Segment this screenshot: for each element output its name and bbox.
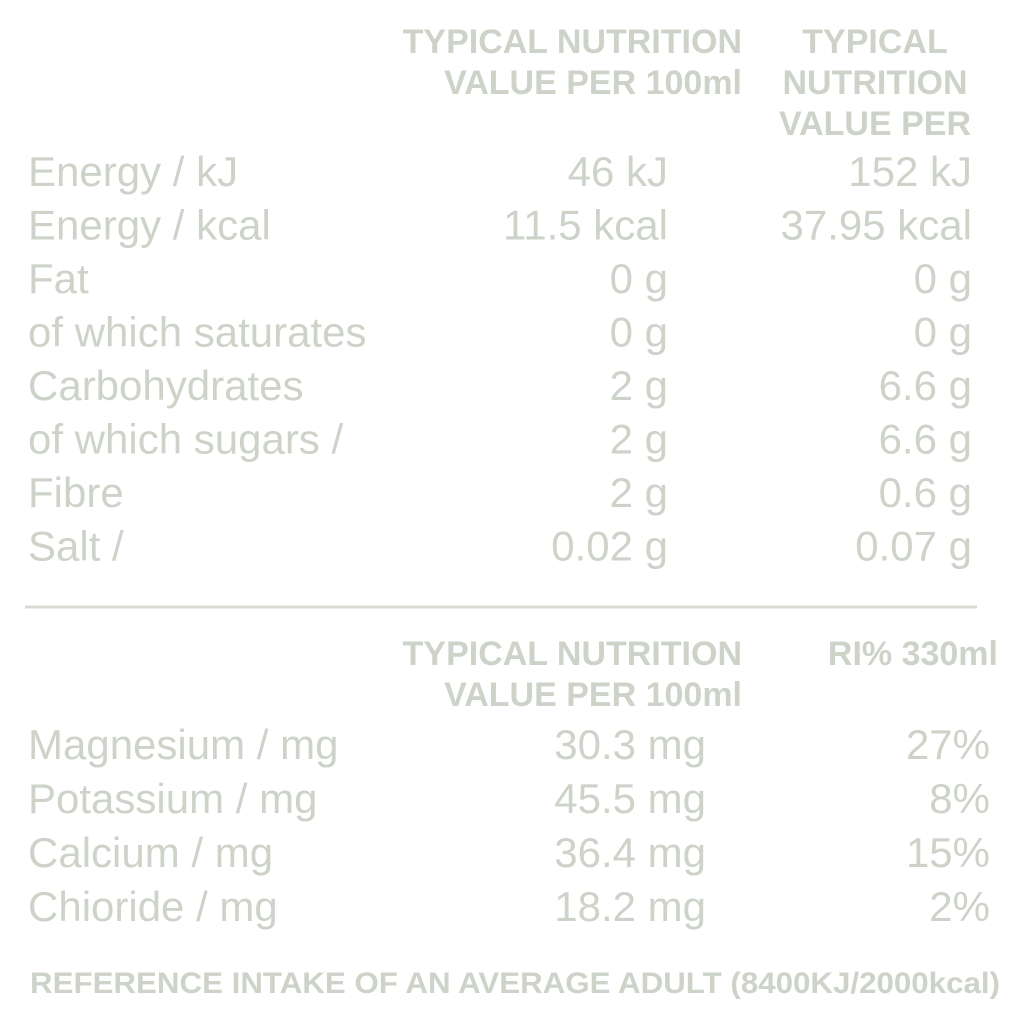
footer: REFERENCE INTAKE OF AN AVERAGE ADULT (84… xyxy=(30,967,1000,1000)
row-label: Carbohydrates xyxy=(28,362,303,409)
row-value: 15% xyxy=(906,829,990,876)
row-label: of which sugars / xyxy=(28,416,343,463)
row-value: 0.07 g xyxy=(855,523,972,570)
row-label: Energy / kJ xyxy=(28,148,238,195)
row-value: 46 kJ xyxy=(568,148,668,195)
column-header: NUTRITION xyxy=(782,64,967,102)
row-label: of which saturates xyxy=(28,309,367,356)
row-label: Calcium / mg xyxy=(28,829,273,876)
column-header: VALUE PER 100ml xyxy=(444,64,742,102)
column-header: TYPICAL NUTRITION xyxy=(403,23,742,61)
row-value: 6.6 g xyxy=(879,416,972,463)
column-header: RI% 330ml xyxy=(828,635,998,673)
column-header: TYPICAL NUTRITION xyxy=(403,635,742,673)
row-value: 27% xyxy=(906,721,990,768)
column-header: TYPICAL xyxy=(802,23,947,61)
row-value: 6.6 g xyxy=(879,362,972,409)
column-header: VALUE PER 100ml xyxy=(444,676,742,714)
row-value: 0 g xyxy=(914,255,972,302)
row-label: Magnesium / mg xyxy=(28,721,338,768)
row-value: 0 g xyxy=(914,309,972,356)
row-value: 152 kJ xyxy=(848,148,972,195)
row-value: 30.3 mg xyxy=(554,721,706,768)
row-label: Potassium / mg xyxy=(28,775,317,822)
row-value: 45.5 mg xyxy=(554,775,706,822)
row-value: 2 g xyxy=(610,362,668,409)
row-label: Chioride / mg xyxy=(28,883,278,930)
row-value: 2% xyxy=(929,883,990,930)
row-value: 2 g xyxy=(610,416,668,463)
row-value: 2 g xyxy=(610,469,668,516)
row-value: 0 g xyxy=(610,309,668,356)
row-label: Salt / xyxy=(28,523,124,570)
row-value: 8% xyxy=(929,775,990,822)
row-value: 11.5 kcal xyxy=(503,202,668,249)
row-value: 18.2 mg xyxy=(554,883,706,930)
row-label: Fibre xyxy=(28,469,124,516)
row-value: 0.02 g xyxy=(551,523,668,570)
row-value: 37.95 kcal xyxy=(781,202,972,249)
row-value: 36.4 mg xyxy=(554,829,706,876)
row-label: Energy / kcal xyxy=(28,202,271,249)
row-value: 0 g xyxy=(610,255,668,302)
column-header: VALUE PER xyxy=(779,105,971,143)
row-label: Fat xyxy=(28,255,89,302)
row-value: 0.6 g xyxy=(879,469,972,516)
